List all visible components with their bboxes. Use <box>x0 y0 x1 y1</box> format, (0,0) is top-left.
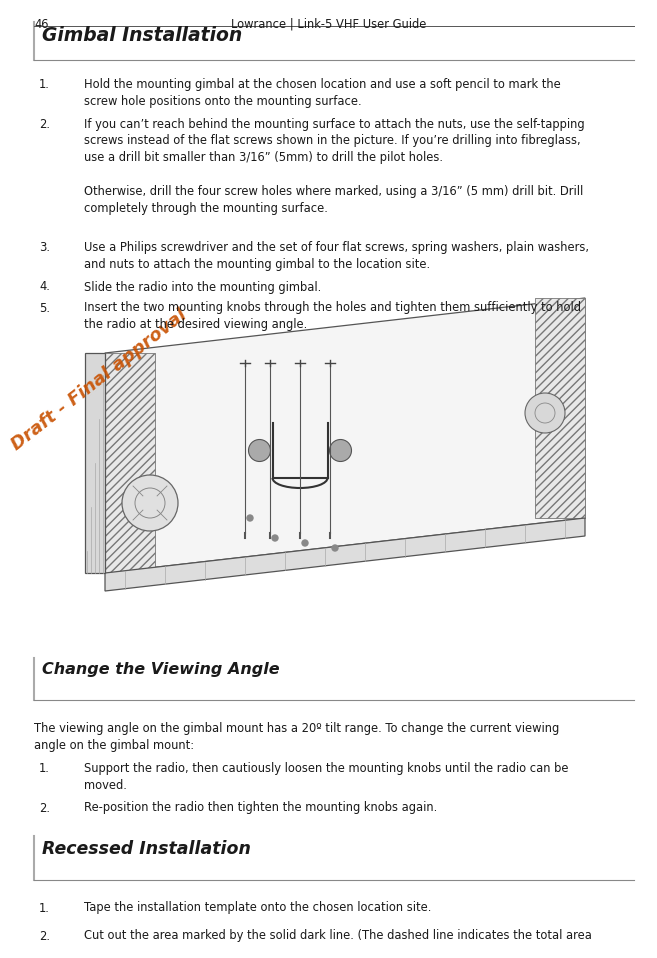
Text: Change the Viewing Angle: Change the Viewing Angle <box>42 662 280 677</box>
Polygon shape <box>105 518 585 591</box>
Text: 2.: 2. <box>39 802 50 814</box>
Circle shape <box>272 535 278 541</box>
Text: 2.: 2. <box>39 118 50 130</box>
Text: Draft - Final approval: Draft - Final approval <box>8 306 191 454</box>
Text: 1.: 1. <box>39 78 50 91</box>
Text: Gimbal Installation: Gimbal Installation <box>42 26 242 45</box>
Polygon shape <box>105 298 585 573</box>
Text: 4.: 4. <box>39 281 50 293</box>
Polygon shape <box>105 353 155 573</box>
Text: The viewing angle on the gimbal mount has a 20º tilt range. To change the curren: The viewing angle on the gimbal mount ha… <box>34 722 559 752</box>
Text: 3.: 3. <box>39 241 50 254</box>
Text: Lowrance | Link-5 VHF User Guide: Lowrance | Link-5 VHF User Guide <box>231 18 426 31</box>
Polygon shape <box>535 298 585 518</box>
Circle shape <box>330 440 351 462</box>
Text: 46: 46 <box>34 18 49 31</box>
Text: 2.: 2. <box>39 929 50 943</box>
Text: Cut out the area marked by the solid dark line. (The dashed line indicates the t: Cut out the area marked by the solid dar… <box>84 929 592 943</box>
Text: Use a Philips screwdriver and the set of four flat screws, spring washers, plain: Use a Philips screwdriver and the set of… <box>84 241 589 271</box>
Text: 1.: 1. <box>39 762 50 775</box>
Text: If you can’t reach behind the mounting surface to attach the nuts, use the self-: If you can’t reach behind the mounting s… <box>84 118 585 215</box>
Circle shape <box>247 515 253 521</box>
Circle shape <box>525 393 565 433</box>
Text: Re-position the radio then tighten the mounting knobs again.: Re-position the radio then tighten the m… <box>84 802 438 814</box>
Text: 1.: 1. <box>39 901 50 915</box>
Polygon shape <box>85 353 105 573</box>
Text: Support the radio, then cautiously loosen the mounting knobs until the radio can: Support the radio, then cautiously loose… <box>84 762 569 792</box>
Text: Insert the two mounting knobs through the holes and tighten them sufficiently to: Insert the two mounting knobs through th… <box>84 302 581 331</box>
Text: Tape the installation template onto the chosen location site.: Tape the installation template onto the … <box>84 901 432 915</box>
Circle shape <box>332 545 338 551</box>
Text: Hold the mounting gimbal at the chosen location and use a soft pencil to mark th: Hold the mounting gimbal at the chosen l… <box>84 78 561 108</box>
Text: 5.: 5. <box>39 302 50 314</box>
Text: Recessed Installation: Recessed Installation <box>42 839 251 857</box>
Circle shape <box>302 540 308 546</box>
Text: Slide the radio into the mounting gimbal.: Slide the radio into the mounting gimbal… <box>84 281 321 293</box>
Circle shape <box>122 475 178 531</box>
Circle shape <box>248 440 271 462</box>
